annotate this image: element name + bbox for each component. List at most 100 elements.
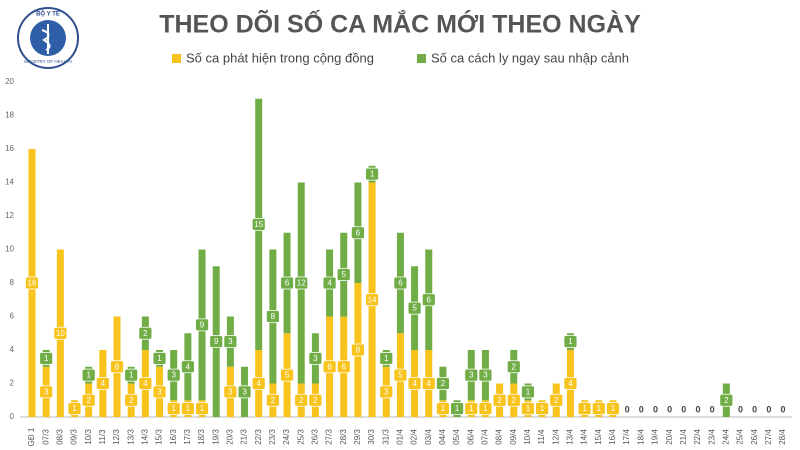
x-tick-label: 23/4 xyxy=(707,429,716,445)
value-label: 6 xyxy=(342,362,347,371)
value-label-box xyxy=(251,377,266,390)
value-label-box xyxy=(365,293,379,307)
value-label-box xyxy=(166,402,181,416)
value-label-box xyxy=(421,293,436,307)
value-label-box xyxy=(180,360,195,374)
x-tick-label: 25/3 xyxy=(296,429,305,445)
value-label-box xyxy=(549,393,564,407)
legend-swatch xyxy=(417,54,426,63)
x-tick-label: 21/3 xyxy=(240,429,249,445)
value-label-box xyxy=(265,393,280,407)
value-label: 1 xyxy=(44,354,49,363)
value-label: 4 xyxy=(101,379,106,388)
value-label: 3 xyxy=(242,387,247,396)
value-label-box xyxy=(421,377,436,390)
value-label: 3 xyxy=(157,387,162,396)
value-label: 4 xyxy=(256,379,261,388)
x-tick-label: 21/4 xyxy=(679,429,688,445)
value-label: 2 xyxy=(143,329,148,338)
value-label-box xyxy=(464,402,479,416)
value-label-box xyxy=(521,385,535,399)
value-label-box xyxy=(506,360,521,374)
value-label: 9 xyxy=(214,337,219,346)
legend-label: Số ca cách ly ngay sau nhập cảnh xyxy=(431,50,629,65)
value-label: 2 xyxy=(512,396,517,405)
value-label-box xyxy=(336,268,351,282)
value-label-box xyxy=(138,326,153,340)
value-label-box xyxy=(308,351,323,365)
value-label: 1 xyxy=(611,404,616,413)
value-label: 0 xyxy=(667,404,672,414)
x-tick-label: GĐ 1 xyxy=(27,427,36,446)
value-label-box xyxy=(379,385,394,399)
x-tick-label: 14/3 xyxy=(140,429,149,445)
value-label-box xyxy=(322,360,337,374)
y-tick-label: 6 xyxy=(10,312,15,321)
value-label: 1 xyxy=(186,404,191,413)
value-label-box xyxy=(294,393,309,407)
value-label: 0 xyxy=(653,404,658,414)
y-tick-label: 18 xyxy=(5,111,14,120)
x-tick-label: 23/3 xyxy=(268,429,277,445)
value-label: 1 xyxy=(568,337,573,346)
x-tick-label: 25/4 xyxy=(736,429,745,445)
value-label-box xyxy=(280,368,294,382)
value-label: 0 xyxy=(766,404,771,414)
value-label-box xyxy=(81,368,96,382)
value-label: 5 xyxy=(398,371,403,380)
x-tick-label: 22/3 xyxy=(254,429,263,445)
value-label: 1 xyxy=(441,404,446,413)
value-label: 1 xyxy=(597,404,602,413)
x-tick-label: 17/4 xyxy=(622,429,631,445)
value-label-box xyxy=(719,393,734,407)
value-label-box xyxy=(351,226,365,240)
y-tick-label: 2 xyxy=(10,379,15,388)
value-label: 4 xyxy=(568,379,573,388)
value-label-box xyxy=(577,402,592,416)
x-tick-label: 09/3 xyxy=(70,429,79,445)
value-label: 3 xyxy=(384,387,389,396)
value-label: 2 xyxy=(271,396,276,405)
value-label: 1 xyxy=(483,404,488,413)
x-tick-label: 10/3 xyxy=(84,429,93,445)
chart-title: THEO DÕI SỐ CA MẮC MỚI THEO NGÀY xyxy=(159,9,641,39)
value-label: 0 xyxy=(738,404,743,414)
value-label-box xyxy=(563,335,578,349)
x-tick-label: 27/4 xyxy=(764,429,773,445)
value-label: 1 xyxy=(526,387,531,396)
x-tick-label: 29/3 xyxy=(353,429,362,445)
value-label-box xyxy=(393,368,408,382)
value-label: 4 xyxy=(427,379,432,388)
logo-top: BỘ Y TẾ xyxy=(36,10,60,18)
value-label-box xyxy=(81,393,96,407)
value-label-box xyxy=(336,360,351,374)
value-label: 2 xyxy=(86,396,91,405)
x-tick-label: 13/3 xyxy=(126,429,135,445)
y-tick-label: 4 xyxy=(10,345,15,354)
legend-label: Số ca phát hiện trong cộng đồng xyxy=(186,50,374,65)
value-label: 5 xyxy=(285,371,290,380)
value-label-box xyxy=(506,393,521,407)
value-label: 6 xyxy=(285,279,290,288)
value-label-box xyxy=(294,276,309,290)
x-tick-label: 08/4 xyxy=(495,429,504,445)
x-tick-label: 12/4 xyxy=(551,429,560,445)
value-label: 6 xyxy=(115,362,120,371)
value-label: 5 xyxy=(342,270,347,279)
value-label: 0 xyxy=(710,404,715,414)
value-label-box xyxy=(393,276,408,290)
value-label-box xyxy=(209,335,224,349)
y-tick-label: 14 xyxy=(5,178,14,187)
value-label: 6 xyxy=(398,279,403,288)
value-label: 3 xyxy=(469,371,474,380)
value-label-box xyxy=(365,167,379,181)
value-label: 6 xyxy=(356,228,361,237)
value-label-box xyxy=(351,343,365,357)
value-label-box xyxy=(407,301,422,315)
x-tick-label: 01/4 xyxy=(396,429,405,445)
value-label-box xyxy=(110,360,124,374)
value-label: 0 xyxy=(681,404,686,414)
value-label-box xyxy=(39,385,54,399)
x-tick-label: 19/4 xyxy=(651,429,660,445)
value-label: 2 xyxy=(497,396,502,405)
